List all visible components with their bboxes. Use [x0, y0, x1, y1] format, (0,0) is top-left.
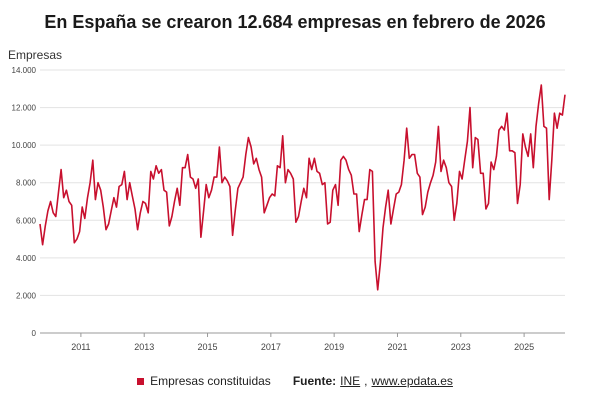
legend-label: Empresas constituidas — [150, 374, 271, 388]
x-tick-labels: 2011 2013 2015 2017 2019 2021 2023 2025 — [71, 333, 534, 352]
source-link-ine[interactable]: INE — [340, 374, 361, 388]
source-link-epdata[interactable]: www.epdata.es — [371, 374, 453, 388]
y-tick-label: 12.000 — [12, 104, 37, 113]
series-line-empresas-constituidas[interactable] — [39, 84, 566, 291]
x-tick-label: 2013 — [134, 342, 154, 352]
y-tick-labels: 0 2.000 4.000 6.000 8.000 10.000 12.000 14.000 — [12, 66, 37, 338]
chart-title: En España se crearon 12.684 empresas en … — [44, 12, 546, 32]
y-tick-label: 4.000 — [16, 254, 37, 263]
y-axis-label: Empresas — [8, 48, 63, 62]
y-tick-label: 8.000 — [16, 179, 37, 188]
series-layer — [39, 84, 566, 291]
y-tick-label: 10.000 — [12, 141, 37, 150]
x-tick-label: 2017 — [261, 342, 281, 352]
y-tick-label: 0 — [32, 329, 37, 338]
source-label: Fuente: — [292, 374, 337, 388]
y-tick-label: 2.000 — [16, 291, 37, 300]
x-tick-label: 2025 — [514, 342, 534, 352]
legend-swatch — [137, 377, 145, 385]
legend-entry[interactable]: Empresas constituidas — [137, 374, 271, 388]
source-separator: , — [364, 374, 368, 388]
x-tick-label: 2021 — [387, 342, 407, 352]
x-tick-label: 2019 — [324, 342, 344, 352]
x-tick-label: 2011 — [71, 342, 90, 352]
legend: Empresas constituidas Fuente: INE, www.e… — [0, 374, 590, 388]
y-tick-label: 6.000 — [16, 216, 37, 225]
y-tick-label: 14.000 — [12, 66, 37, 75]
source-credit: Fuente: INE, www.epdata.es — [293, 374, 453, 388]
x-tick-label: 2015 — [198, 342, 218, 352]
x-tick-label: 2023 — [451, 342, 471, 352]
grid-lines — [40, 69, 565, 334]
